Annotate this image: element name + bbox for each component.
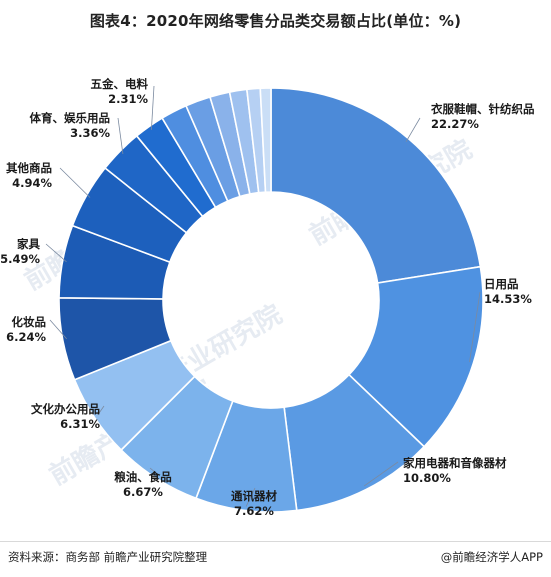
- slice-label-2: 家用电器和音像器材: [403, 456, 507, 470]
- slice-label-6: 化妆品: [12, 315, 47, 329]
- leader-line-8: [59, 167, 91, 198]
- slice-label-10: 五金、电料: [91, 77, 149, 91]
- leader-line-0: [405, 117, 421, 142]
- slice-label-1: 日用品: [484, 277, 519, 291]
- slice-value-4: 6.67%: [123, 485, 163, 499]
- footer-divider: [0, 541, 551, 542]
- donut-slice-1: [347, 265, 484, 448]
- slice-value-3: 7.62%: [234, 504, 274, 518]
- slice-value-8: 4.94%: [12, 176, 52, 190]
- slice-label-5: 文化办公用品: [31, 402, 100, 416]
- source-note: 资料来源：商务部 前瞻产业研究院整理: [8, 550, 208, 564]
- leader-line-9: [117, 117, 124, 155]
- chart-title: 图表4：2020年网络零售分品类交易额占比(单位：%): [89, 12, 462, 30]
- slice-label-4: 粮油、食品: [114, 470, 172, 484]
- slice-value-6: 6.24%: [6, 330, 46, 344]
- slice-value-9: 3.36%: [70, 126, 110, 140]
- slice-value-0: 22.27%: [431, 117, 479, 131]
- leader-line-10: [151, 85, 155, 130]
- slice-label-8: 其他商品: [6, 161, 52, 175]
- brand-credit: @前瞻经济学人APP: [440, 550, 543, 564]
- donut-slice-16: [259, 87, 272, 193]
- slice-label-9: 体育、娱乐用品: [30, 111, 111, 125]
- slice-value-5: 6.31%: [60, 417, 100, 431]
- slice-value-1: 14.53%: [484, 292, 532, 306]
- leader-line-6: [49, 319, 67, 340]
- donut-slice-0: [270, 87, 482, 284]
- slice-value-7: 5.49%: [0, 252, 40, 266]
- slice-label-7: 家具: [17, 237, 40, 251]
- slice-value-10: 2.31%: [108, 92, 148, 106]
- leader-line-3: [245, 487, 256, 507]
- leader-lines: [45, 85, 481, 507]
- leader-line-4: [149, 467, 159, 476]
- donut-slices: [58, 87, 484, 513]
- leader-line-5: [97, 405, 105, 416]
- leader-line-7: [45, 243, 67, 263]
- slice-label-0: 衣服鞋帽、针纺织品: [431, 102, 535, 116]
- slice-label-3: 通讯器材: [231, 489, 277, 503]
- slice-value-2: 10.80%: [403, 471, 451, 485]
- leader-line-1: [469, 291, 481, 363]
- leader-line-2: [363, 461, 399, 487]
